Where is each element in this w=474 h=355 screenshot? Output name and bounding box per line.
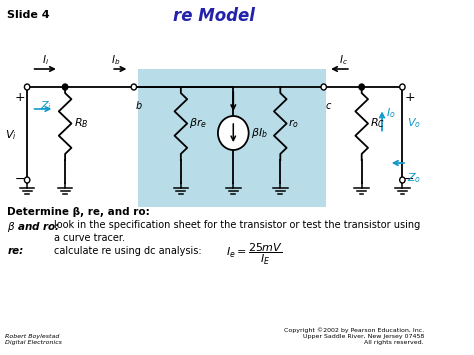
Text: Robert Boylestad
Digital Electronics: Robert Boylestad Digital Electronics — [5, 334, 62, 345]
Circle shape — [400, 84, 405, 90]
Text: +: + — [15, 91, 25, 104]
Text: look in the specification sheet for the transistor or test the transistor using: look in the specification sheet for the … — [54, 220, 420, 230]
Text: −: − — [15, 173, 25, 186]
Circle shape — [25, 177, 30, 183]
Text: +: + — [404, 91, 415, 104]
Text: $Z_i$: $Z_i$ — [40, 99, 52, 113]
Circle shape — [321, 84, 327, 90]
Circle shape — [63, 84, 68, 90]
Text: $I_i$: $I_i$ — [42, 53, 49, 67]
Text: $r_o$: $r_o$ — [289, 117, 300, 130]
Circle shape — [131, 84, 137, 90]
Text: $V_o$: $V_o$ — [407, 116, 421, 130]
Text: $V_i$: $V_i$ — [5, 128, 16, 142]
Text: Copyright ©2002 by Pearson Education, Inc.
Upper Saddle River, New Jersey 07458
: Copyright ©2002 by Pearson Education, In… — [284, 328, 424, 345]
Circle shape — [25, 84, 30, 90]
Text: re:: re: — [7, 246, 24, 256]
Text: $I_e = \dfrac{25mV}{I_E}$: $I_e = \dfrac{25mV}{I_E}$ — [226, 242, 283, 267]
Text: $\beta r_e$: $\beta r_e$ — [189, 116, 207, 131]
Text: Determine β, re, and ro:: Determine β, re, and ro: — [7, 207, 150, 217]
Text: $R_C$: $R_C$ — [370, 116, 385, 130]
Text: $\beta I_b$: $\beta I_b$ — [251, 126, 268, 140]
Text: Slide 4: Slide 4 — [7, 10, 50, 20]
Text: c: c — [326, 101, 331, 111]
Text: $Z_o$: $Z_o$ — [407, 171, 421, 185]
Text: re Model: re Model — [173, 7, 255, 25]
Circle shape — [400, 177, 405, 183]
Text: $I_b$: $I_b$ — [111, 53, 120, 67]
Circle shape — [218, 116, 249, 150]
Bar — [138, 69, 327, 207]
Text: $I_o$: $I_o$ — [386, 106, 395, 120]
Text: −: − — [404, 173, 415, 186]
Circle shape — [359, 84, 365, 90]
Text: $\beta$ and ro:: $\beta$ and ro: — [7, 220, 61, 234]
Text: $R_B$: $R_B$ — [74, 116, 89, 130]
Text: a curve tracer.: a curve tracer. — [54, 233, 125, 243]
Text: calculate re using dc analysis:: calculate re using dc analysis: — [54, 246, 202, 256]
Text: $I_c$: $I_c$ — [339, 53, 348, 67]
Text: b: b — [136, 101, 142, 111]
